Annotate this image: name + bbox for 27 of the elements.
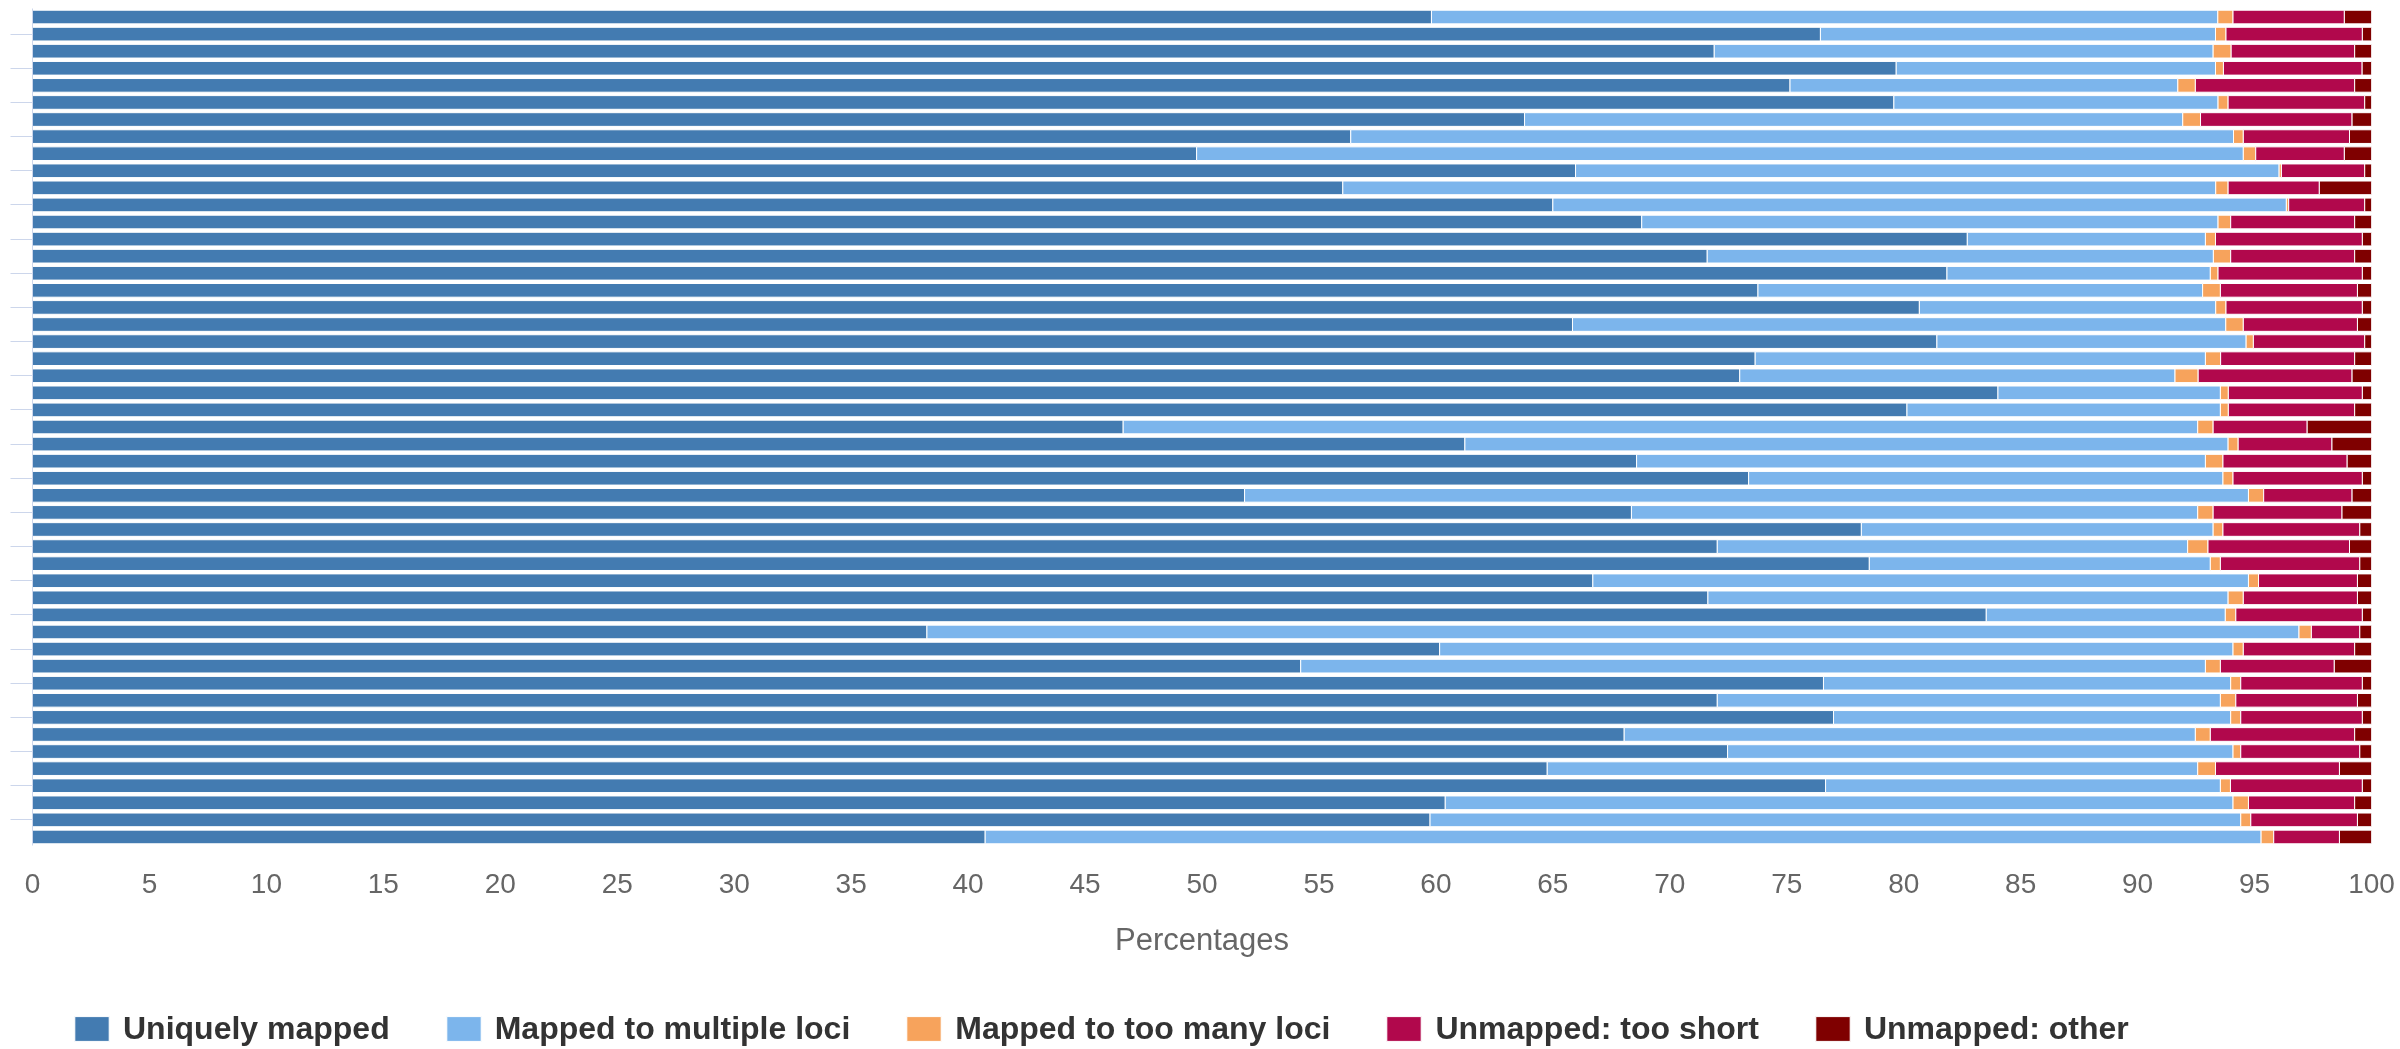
x-tick-label: 0 — [24, 867, 41, 899]
x-tick-label: 50 — [1186, 867, 1218, 899]
legend-label: Mapped to too many loci — [955, 1010, 1331, 1047]
x-tick-label: 100 — [2348, 867, 2395, 899]
legend-label: Mapped to multiple loci — [494, 1010, 851, 1047]
legend-label: Unmapped: too short — [1435, 1010, 1759, 1047]
x-tick-label: 95 — [2238, 867, 2271, 899]
x-tick-label: 30 — [718, 867, 750, 899]
legend-label: Uniquely mapped — [123, 1010, 390, 1047]
x-tick-label: 20 — [484, 867, 516, 899]
x-tick-label: 70 — [1654, 867, 1686, 899]
x-tick-label: 35 — [835, 867, 867, 899]
x-tick-label: 90 — [2122, 867, 2154, 899]
x-tick-label: 5 — [141, 867, 158, 899]
x-tick-label: 15 — [367, 867, 399, 899]
x-tick-label: 80 — [1888, 867, 1920, 899]
x-tick-label: 65 — [1537, 867, 1569, 899]
x-tick-label: 55 — [1303, 867, 1335, 899]
x-tick-label: 60 — [1420, 867, 1452, 899]
x-tick-label: 85 — [2005, 867, 2037, 899]
legend-label: Unmapped: other — [1863, 1010, 2129, 1047]
x-tick-label: 25 — [601, 867, 633, 899]
x-tick-label: 10 — [250, 867, 282, 899]
x-tick-label: 40 — [952, 867, 984, 899]
x-axis-title: Percentages — [1114, 921, 1290, 957]
x-tick-label: 75 — [1771, 867, 1803, 899]
x-tick-label: 45 — [1069, 867, 1101, 899]
